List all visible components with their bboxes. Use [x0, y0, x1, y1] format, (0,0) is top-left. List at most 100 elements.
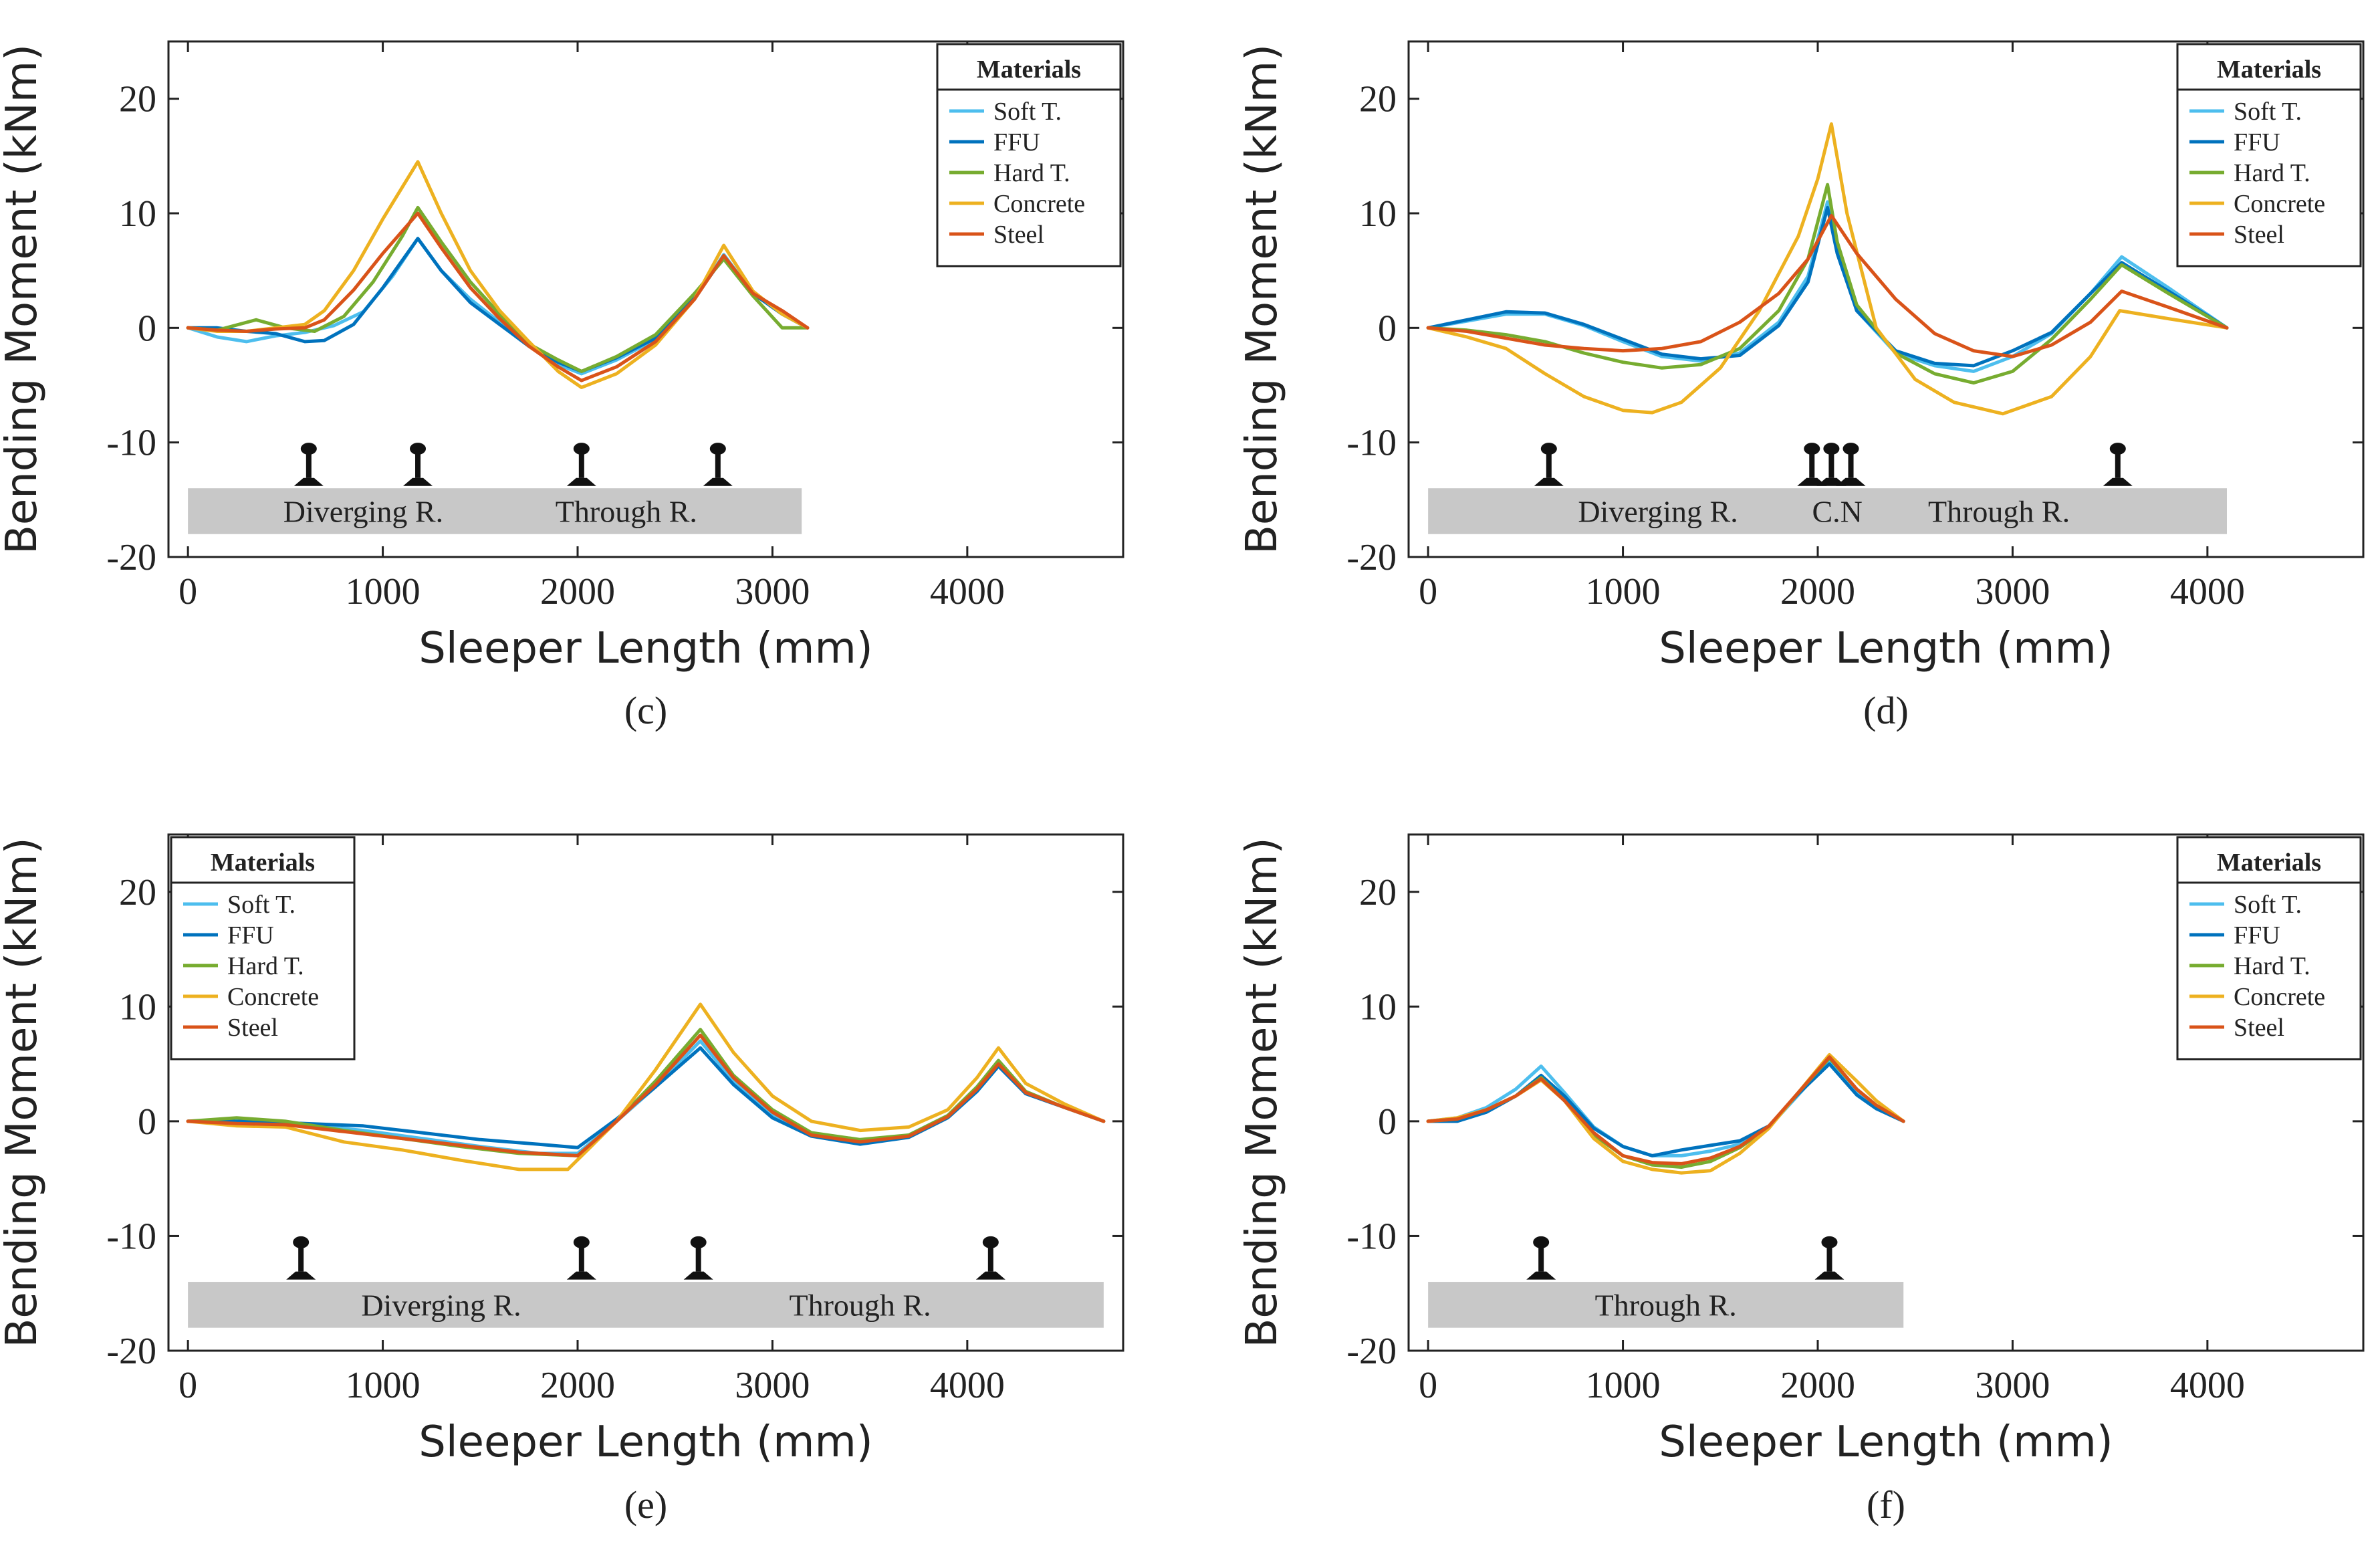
- y-axis-label: Bending Moment (kNm): [0, 44, 47, 554]
- rail-foot: [566, 477, 596, 486]
- x-axis-label: Sleeper Length (mm): [1659, 1418, 2113, 1467]
- band-label: Diverging R.: [1578, 494, 1738, 528]
- rail-foot: [293, 477, 324, 486]
- rail-icon: [293, 443, 324, 486]
- y-tick-label: 0: [1378, 308, 1397, 349]
- x-axis-label: Sleeper Length (mm): [419, 1418, 873, 1467]
- panel-label: (e): [624, 1483, 667, 1527]
- legend-entry: FFU: [2234, 921, 2280, 949]
- x-tick-label: 2000: [540, 1365, 615, 1406]
- y-tick-label: 20: [119, 79, 156, 120]
- plot-frame: [167, 40, 1124, 558]
- sleeper-band: [188, 488, 802, 534]
- rail-icon: [975, 1236, 1005, 1280]
- sleeper-band: [188, 1282, 1104, 1328]
- x-axis-label: Sleeper Length (mm): [1659, 624, 2113, 673]
- band-label: Through R.: [556, 494, 697, 528]
- rail-head: [690, 1236, 707, 1248]
- rail-web: [987, 1244, 993, 1272]
- x-tick-label: 4000: [2170, 1365, 2245, 1406]
- legend-entry: Soft T.: [993, 98, 1062, 126]
- rail-web: [715, 451, 721, 478]
- y-tick-label: 0: [1378, 1101, 1397, 1143]
- y-tick-label: 20: [1359, 79, 1397, 120]
- rail-head: [1821, 1236, 1838, 1248]
- rail-head: [2109, 443, 2126, 455]
- rail-head: [709, 443, 726, 455]
- legend-entry: Steel: [993, 221, 1044, 249]
- series-line-concrete: [1426, 122, 2229, 416]
- y-tick-label: 10: [1359, 193, 1397, 235]
- series-line-concrete: [186, 1002, 1106, 1171]
- sleeper-band: [1428, 1282, 1904, 1328]
- legend-entry: Steel: [227, 1014, 278, 1042]
- rail-foot: [975, 1271, 1005, 1280]
- rail-icon: [566, 1236, 596, 1280]
- x-tick-label: 3000: [1975, 1365, 2050, 1406]
- rail-icon: [1814, 1236, 1844, 1280]
- panel-c: Diverging R. Through R. 0 1000 2000 3000 4000 -…: [0, 40, 1124, 732]
- band-label: Through R.: [1595, 1288, 1737, 1322]
- legend-entry: Concrete: [993, 190, 1085, 218]
- x-tick-label: 0: [1419, 571, 1437, 612]
- x-tick-label: 1000: [1586, 571, 1661, 612]
- legend-entry: FFU: [2234, 128, 2280, 156]
- rail-head: [1533, 1236, 1550, 1248]
- rail-foot: [1814, 1271, 1844, 1280]
- y-tick-label: 20: [1359, 872, 1397, 913]
- legend: Materials Soft T.FFU Hard T. Concrete Steel: [170, 836, 356, 1060]
- rail-icon: [286, 1236, 316, 1280]
- legend-box: [170, 836, 356, 1060]
- x-axis-label: Sleeper Length (mm): [419, 624, 873, 673]
- legend-box: [936, 43, 1122, 267]
- legend-entry: Hard T.: [993, 159, 1070, 187]
- rail-icon: [683, 1236, 713, 1280]
- panel-label: (d): [1863, 689, 1909, 732]
- legend-entry: Hard T.: [2234, 159, 2310, 187]
- rail-web: [306, 451, 312, 478]
- band-label: Through R.: [790, 1288, 931, 1322]
- band-label: Through R.: [1928, 494, 2070, 528]
- y-tick-label: -20: [106, 1331, 156, 1372]
- y-tick-label: -20: [106, 537, 156, 578]
- legend-entry: Concrete: [2234, 983, 2325, 1011]
- rail-foot: [2103, 477, 2133, 486]
- rail-icon: [2103, 443, 2133, 486]
- legend: Materials Soft T.FFU Hard T. Concrete Steel: [936, 43, 1122, 267]
- x-tick-label: 4000: [930, 571, 1005, 612]
- legend-title: Materials: [2217, 55, 2321, 84]
- x-tick-label: 1000: [1586, 1365, 1661, 1406]
- rail-icon: [566, 443, 596, 486]
- rail-web: [1546, 451, 1552, 478]
- series-line-hard-t: [1426, 183, 2229, 385]
- x-tick-label: 1000: [346, 571, 421, 612]
- y-axis-label: Bending Moment (kNm): [0, 837, 47, 1347]
- y-axis-label: Bending Moment (kNm): [1237, 837, 1287, 1347]
- x-tick-label: 2000: [1780, 1365, 1855, 1406]
- rail-head: [1540, 443, 1557, 455]
- legend-box: [2176, 43, 2362, 267]
- panel-label: (c): [624, 689, 667, 732]
- y-tick-label: -10: [106, 423, 156, 464]
- legend-box: [2176, 836, 2362, 1060]
- x-tick-label: 4000: [2170, 571, 2245, 612]
- x-tick-label: 2000: [1780, 571, 1855, 612]
- rail-web: [298, 1244, 304, 1272]
- series-line-concrete: [186, 160, 810, 389]
- legend-title: Materials: [977, 55, 1081, 84]
- band-label: Diverging R.: [283, 494, 443, 528]
- rail-foot: [1836, 477, 1866, 486]
- band-label: C.N: [1812, 494, 1862, 528]
- rail-web: [695, 1244, 701, 1272]
- rail-head: [1823, 443, 1840, 455]
- y-tick-label: 10: [119, 986, 156, 1028]
- legend-entry: Soft T.: [227, 891, 295, 919]
- x-tick-label: 3000: [735, 571, 810, 612]
- rail-head: [293, 1236, 310, 1248]
- series-line-steel: [186, 1033, 1106, 1157]
- rail-head: [573, 1236, 590, 1248]
- y-tick-label: 0: [138, 308, 156, 349]
- rail-web: [1538, 1244, 1544, 1272]
- rail-head: [1842, 443, 1859, 455]
- rail-head: [982, 1236, 999, 1248]
